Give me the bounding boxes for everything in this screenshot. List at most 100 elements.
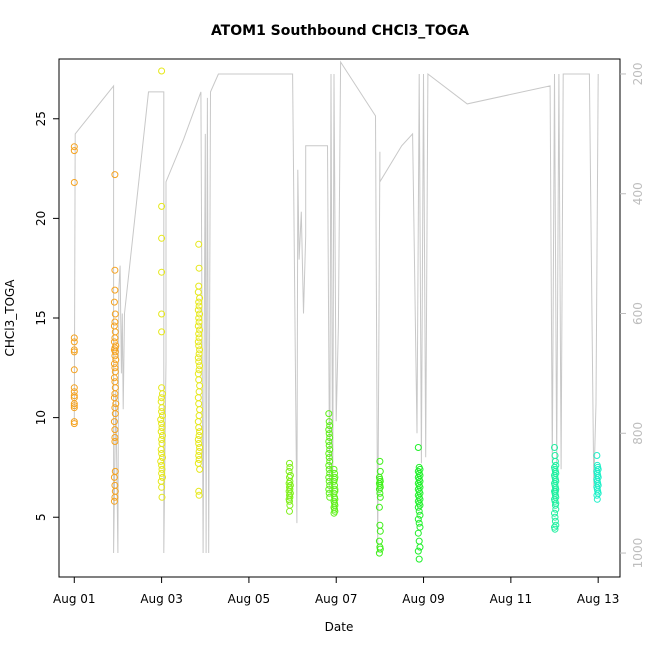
data-point [416, 543, 424, 551]
data-point [195, 282, 203, 290]
data-point [376, 457, 384, 465]
data-point [110, 322, 118, 330]
data-point [195, 302, 203, 310]
data-point [111, 348, 119, 356]
data-point [70, 418, 78, 426]
data-point [331, 485, 339, 493]
data-point [326, 422, 334, 430]
data-point [158, 310, 166, 318]
data-point [195, 424, 203, 432]
data-point [195, 412, 203, 420]
data-point [111, 286, 119, 294]
data-point [196, 294, 204, 302]
data-point [195, 491, 203, 499]
data-point [415, 507, 423, 515]
data-point [70, 348, 78, 356]
series-aug-03 [157, 67, 166, 501]
data-point [326, 457, 334, 465]
data-point [195, 487, 203, 495]
data-point [159, 473, 166, 481]
data-point [325, 450, 333, 457]
data-point [376, 527, 384, 535]
data-point [415, 519, 423, 527]
data-point [111, 266, 119, 274]
data-point [196, 346, 204, 354]
data-point [195, 342, 203, 350]
data-point [195, 452, 203, 459]
data-point [195, 330, 203, 338]
data-points-layer [70, 67, 602, 563]
data-point [330, 509, 338, 517]
data-point [111, 352, 119, 360]
data-point [376, 545, 384, 553]
series-aug-12 [551, 444, 560, 533]
data-point [196, 310, 204, 318]
data-point [286, 507, 293, 515]
series-aug-06 [285, 459, 294, 515]
axes-layer: Aug 01 Aug 03 Aug 05 Aug 07 Aug 09 Aug 11 Aug … [34, 58, 645, 606]
y-tick-label: 10 [34, 410, 48, 425]
data-point [159, 454, 166, 461]
altitude-trace-line [73, 60, 599, 554]
data-point [330, 465, 338, 473]
data-point [158, 465, 166, 473]
data-point [414, 503, 422, 511]
data-point [195, 334, 203, 342]
data-point [326, 469, 334, 477]
data-point [375, 503, 383, 511]
data-point [194, 370, 202, 378]
data-point [196, 362, 204, 370]
data-point [331, 475, 338, 483]
data-point [375, 549, 383, 557]
right-tick-label: 800 [631, 422, 645, 445]
data-point [158, 493, 166, 501]
x-tick-label: Aug 09 [402, 592, 445, 606]
data-point [375, 485, 383, 493]
data-point [158, 67, 166, 75]
series-aug-08 [375, 457, 384, 557]
data-point [325, 418, 333, 426]
data-point [70, 179, 78, 186]
data-point [70, 346, 78, 354]
data-point [285, 467, 293, 475]
data-point [70, 338, 78, 346]
data-point [158, 408, 166, 416]
y-tick-label: 20 [34, 211, 48, 226]
data-point [70, 420, 78, 428]
data-point [414, 444, 422, 451]
data-point [195, 432, 203, 439]
data-point [159, 432, 166, 439]
data-point [110, 298, 118, 306]
right-tick-label: 1000 [631, 538, 645, 569]
data-point [196, 444, 204, 451]
data-point [325, 426, 333, 434]
data-point [157, 416, 165, 424]
y-tick-label: 5 [34, 513, 48, 521]
data-point [325, 442, 333, 449]
data-point [158, 424, 166, 432]
x-tick-label: Aug 11 [490, 592, 533, 606]
y-tick-label: 15 [34, 310, 48, 325]
data-point [110, 360, 118, 368]
data-point [157, 457, 165, 465]
data-point [110, 374, 118, 382]
data-point [376, 489, 384, 497]
data-point [158, 483, 166, 491]
data-point [414, 547, 422, 555]
data-point [110, 394, 118, 402]
data-point [551, 444, 558, 451]
data-point [70, 400, 78, 408]
data-point [196, 428, 204, 436]
data-point [416, 511, 424, 519]
x-tick-label: Aug 01 [53, 592, 96, 606]
data-point [286, 459, 293, 467]
y-tick-label: 25 [34, 111, 48, 126]
data-point [593, 495, 601, 503]
data-point [552, 499, 560, 507]
data-point [158, 234, 166, 242]
series-aug-13 [593, 452, 602, 503]
data-point [195, 314, 203, 322]
data-point [111, 434, 119, 441]
data-point [195, 456, 203, 463]
data-point [416, 523, 424, 531]
